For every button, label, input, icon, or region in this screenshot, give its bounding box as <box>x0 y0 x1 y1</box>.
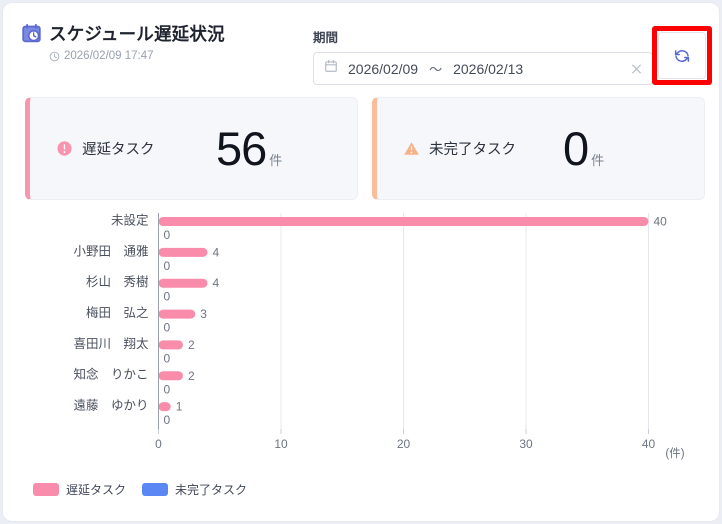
chart-x-tick-labels: 0 10 20 30 40 <box>155 429 655 451</box>
bar-value-label: 1 <box>176 400 183 414</box>
exclamation-circle-icon <box>56 140 73 157</box>
kpi-label: 遅延タスク <box>82 142 155 158</box>
panel-header: スケジュール遅延状況 2026/02/09 17:47 期間 <box>3 3 721 89</box>
bar[interactable] <box>158 340 184 350</box>
legend-item-delayed[interactable]: 遅延タスク <box>33 481 126 498</box>
refresh-highlight-annotation <box>652 26 712 85</box>
bar[interactable] <box>158 402 171 412</box>
legend-swatch <box>33 483 59 496</box>
chart-legend: 遅延タスク 未完了タスク <box>33 481 247 498</box>
bar-value-label: 0 <box>164 228 171 242</box>
x-tick-label: 30 <box>519 437 533 451</box>
kpi-card-incomplete-tasks[interactable]: 未完了タスク 0 件 <box>372 97 705 200</box>
date-range-text: 2026/02/09 ～ 2026/02/13 <box>348 59 523 78</box>
title-row: スケジュール遅延状況 <box>21 21 225 46</box>
kpi-card-delayed-tasks[interactable]: 遅延タスク 56 件 <box>25 97 358 200</box>
date-range-separator: ～ <box>429 62 443 77</box>
bar[interactable] <box>158 247 208 257</box>
bar-value-label: 0 <box>164 321 171 335</box>
kpi-label-group: 未完了タスク <box>403 138 545 159</box>
bar[interactable] <box>158 371 184 381</box>
delay-bar-chart: 40 0 4 0 4 0 3 0 2 0 2 0 1 0 未設定 小野田 通雅 杉山 秀樹 梅田 弘之 喜田川 翔… <box>3 207 721 467</box>
category-label: 知念 りかこ <box>73 367 148 382</box>
bar-value-label: 3 <box>200 307 207 321</box>
kpi-unit: 件 <box>591 153 605 168</box>
legend-label: 未完了タスク <box>175 483 248 497</box>
last-updated-timestamp: 2026/02/09 17:47 <box>64 50 154 62</box>
refresh-button[interactable] <box>658 32 706 79</box>
kpi-value: 56 <box>216 122 267 175</box>
category-label: 梅田 弘之 <box>86 305 149 320</box>
period-label: 期間 <box>313 31 339 45</box>
kpi-value-group: 0 件 <box>563 125 604 172</box>
category-label: 杉山 秀樹 <box>86 275 149 289</box>
x-tick-label: 20 <box>397 437 411 451</box>
chart-gridlines <box>280 213 649 429</box>
clock-icon <box>49 51 60 62</box>
kpi-label-group: 遅延タスク <box>56 138 198 159</box>
start-date-value[interactable]: 2026/02/09 <box>348 60 419 77</box>
bar[interactable] <box>158 217 649 226</box>
date-range-input[interactable]: 2026/02/09 ～ 2026/02/13 <box>313 52 653 85</box>
warning-triangle-icon <box>403 140 420 157</box>
calendar-clock-icon <box>21 23 42 44</box>
bar[interactable] <box>158 309 196 319</box>
kpi-value: 0 <box>563 122 589 175</box>
bar-value-label: 40 <box>654 215 668 229</box>
category-label: 小野田 通雅 <box>73 243 148 258</box>
legend-swatch <box>142 483 169 496</box>
refresh-icon <box>673 47 691 65</box>
legend-label: 遅延タスク <box>66 483 127 497</box>
kpi-value-group: 56 件 <box>216 125 282 172</box>
bar-value-label: 0 <box>164 351 171 365</box>
bar[interactable] <box>158 278 208 288</box>
legend-item-incomplete[interactable]: 未完了タスク <box>142 481 247 498</box>
bar-value-label: 4 <box>213 276 220 290</box>
bar-value-label: 2 <box>188 369 195 383</box>
bar-value-label: 4 <box>213 245 220 259</box>
calendar-icon <box>324 59 338 78</box>
bar-value-label: 0 <box>164 290 171 304</box>
bar-value-label: 2 <box>188 338 195 352</box>
end-date-value[interactable]: 2026/02/13 <box>453 60 524 77</box>
category-label: 未設定 <box>111 212 149 227</box>
x-tick-label: 10 <box>274 437 288 451</box>
bar-value-label: 0 <box>164 259 171 273</box>
kpi-card-row: 遅延タスク 56 件 未完了タスク 0 件 <box>25 97 705 200</box>
x-tick-label: 40 <box>642 437 656 451</box>
kpi-unit: 件 <box>269 153 283 168</box>
category-label: 喜田川 翔太 <box>73 336 149 351</box>
category-label: 遠藤 ゆかり <box>73 399 148 413</box>
chart-unit-label: (件) <box>665 446 684 460</box>
bar-value-label: 0 <box>164 413 171 427</box>
title-block: スケジュール遅延状況 2026/02/09 17:47 <box>21 21 225 62</box>
kpi-label: 未完了タスク <box>429 142 516 158</box>
page-title: スケジュール遅延状況 <box>49 24 225 44</box>
period-filter: 期間 2026/02/09 ～ 2026/02/13 <box>313 27 653 85</box>
timestamp-row: 2026/02/09 17:47 <box>49 50 225 62</box>
bar-value-label: 0 <box>164 382 171 396</box>
x-tick-label: 0 <box>155 437 162 451</box>
